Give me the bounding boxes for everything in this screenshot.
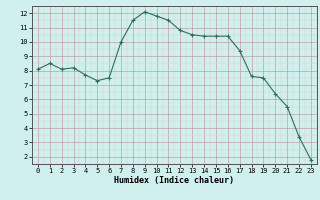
X-axis label: Humidex (Indice chaleur): Humidex (Indice chaleur)	[115, 176, 234, 185]
